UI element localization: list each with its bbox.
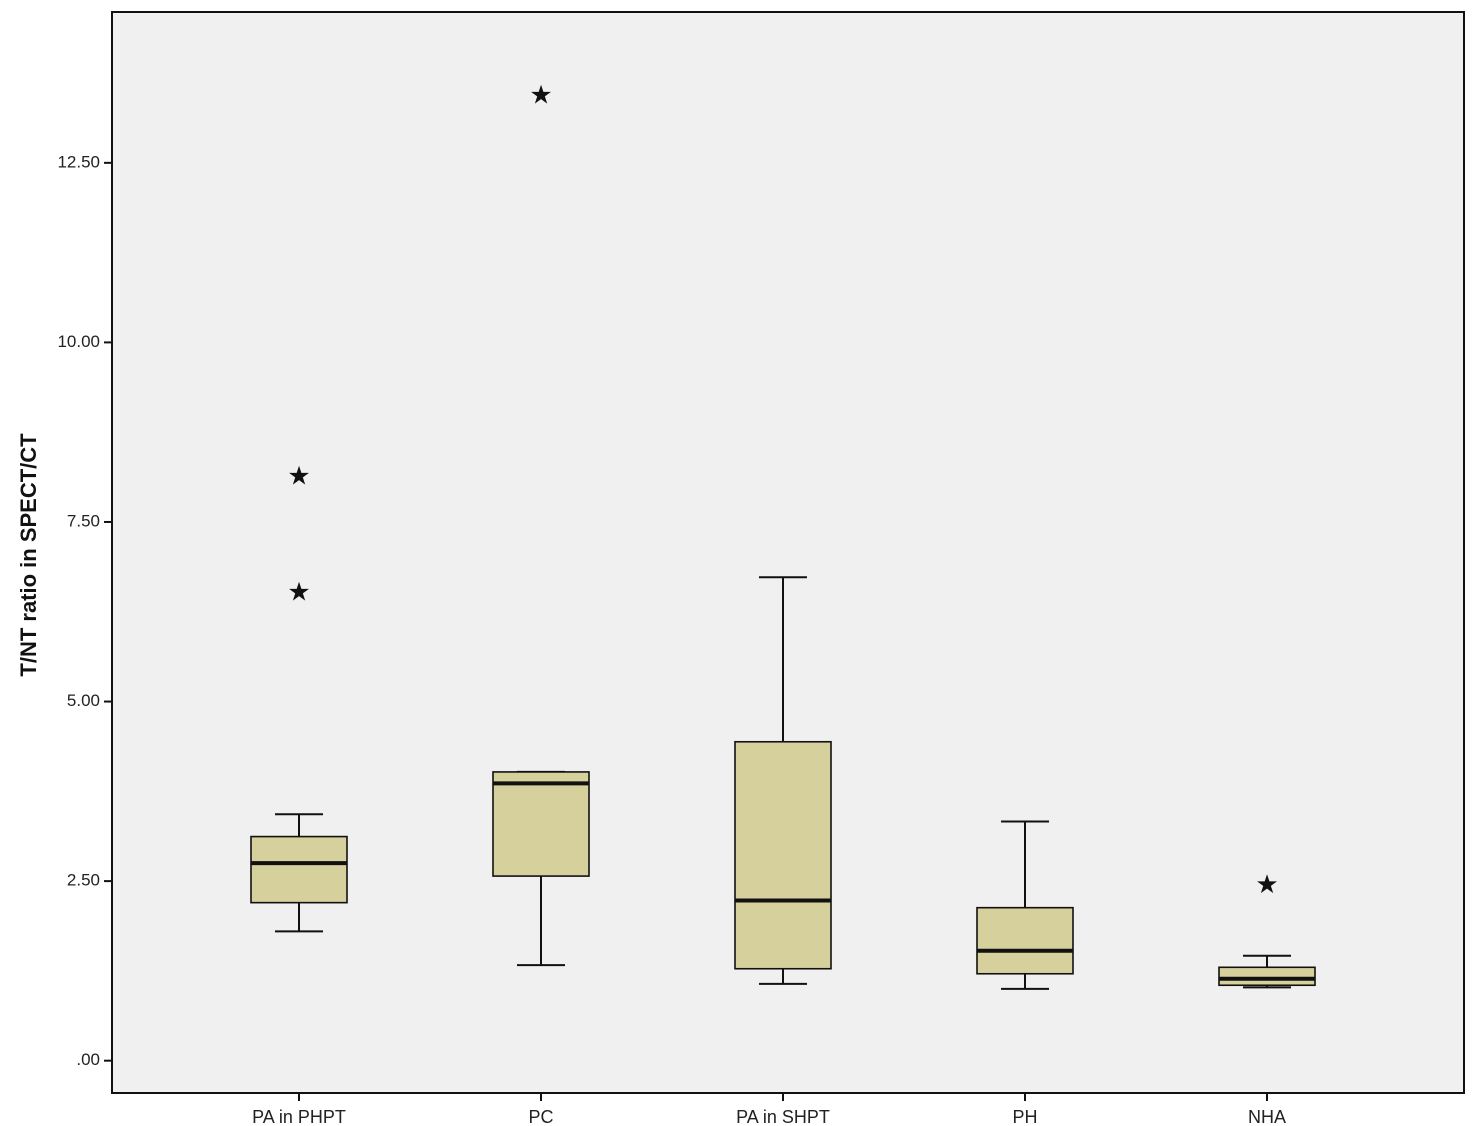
outlier-point: ★ <box>1255 870 1278 900</box>
box-pa-in-shpt <box>734 576 832 985</box>
x-tick-label: PH <box>1012 1107 1037 1126</box>
outlier-point: ★ <box>287 461 310 491</box>
box-ph <box>976 820 1074 990</box>
y-tick-label: 10.00 <box>57 332 100 351</box>
box-nha: ★ <box>1218 870 1316 989</box>
y-tick-label: 5.00 <box>67 691 100 710</box>
y-tick-label: 7.50 <box>67 511 100 530</box>
box-iqr <box>492 771 590 877</box>
y-axis-title: T/NT ratio in SPECT/CT <box>16 433 41 677</box>
box-iqr <box>976 906 1074 975</box>
y-tick-label: .00 <box>76 1050 100 1069</box>
x-tick-label: PA in PHPT <box>252 1107 346 1126</box>
x-tick-label: PA in SHPT <box>736 1107 830 1126</box>
outlier-point: ★ <box>529 81 552 111</box>
y-tick-label: 2.50 <box>67 871 100 890</box>
y-axis-ticks: .00 2.50 5.00 7.50 10.00 12.50 <box>57 152 112 1069</box>
x-axis-labels: PA in PHPT PC PA in SHPT PH NHA <box>252 1093 1286 1126</box>
outlier-point: ★ <box>287 578 310 608</box>
x-tick-label: PC <box>528 1107 553 1126</box>
box-group: ★★★★ <box>250 81 1316 990</box>
box-iqr <box>1218 966 1316 987</box>
box-iqr <box>250 835 348 904</box>
box-pa-in-phpt: ★★ <box>250 461 348 933</box>
x-tick-label: NHA <box>1248 1107 1286 1126</box>
box-pc: ★ <box>492 81 590 967</box>
box-iqr <box>734 740 832 970</box>
y-tick-label: 12.50 <box>57 152 100 171</box>
